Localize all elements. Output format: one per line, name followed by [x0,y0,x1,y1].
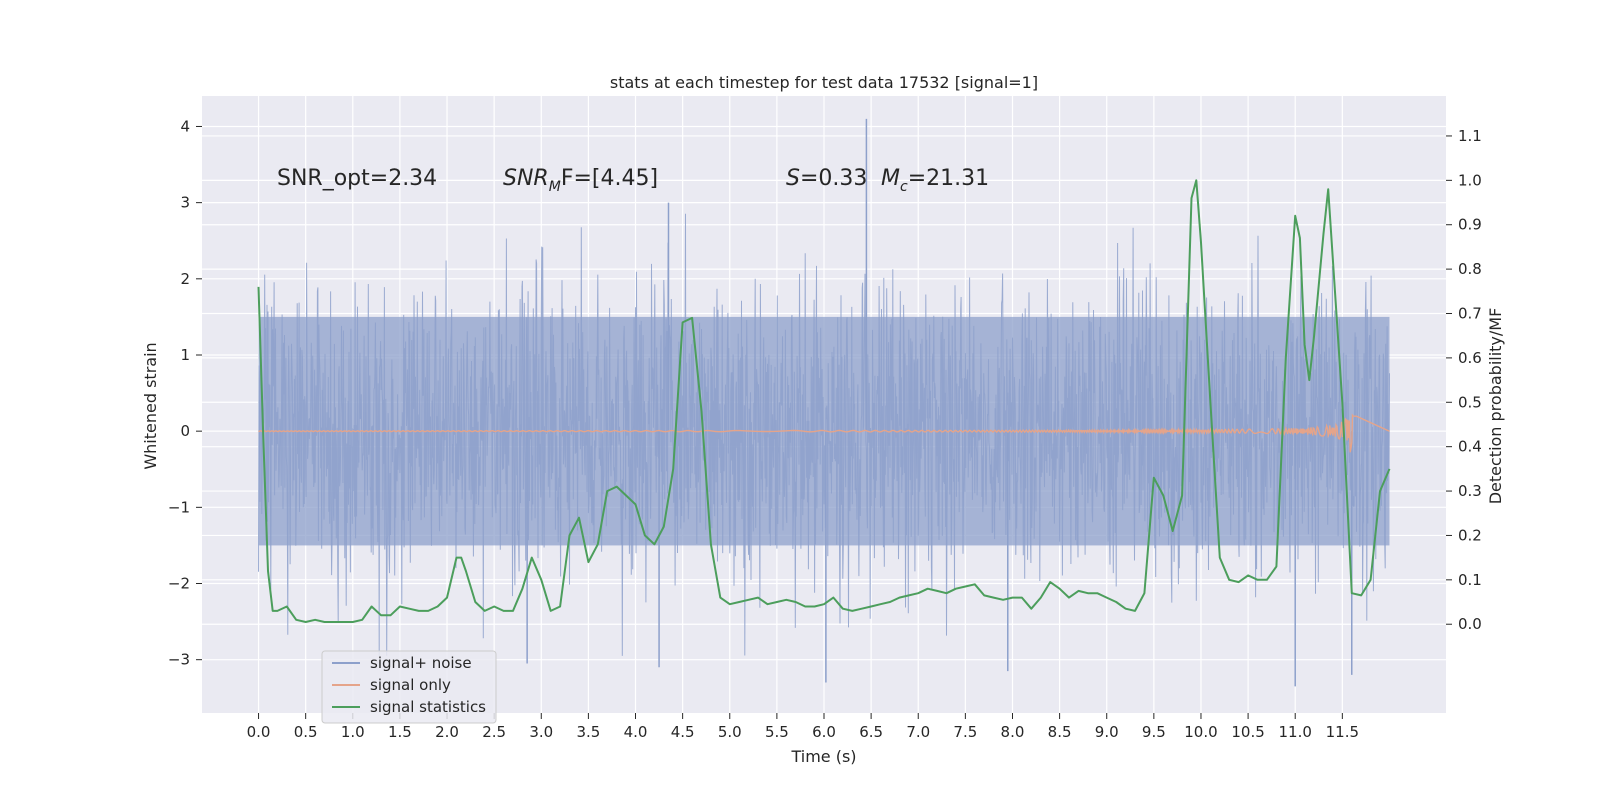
x-tick-label: 6.5 [859,723,883,741]
x-tick-label: 6.0 [812,723,836,741]
y-right-tick-label: 0.2 [1458,526,1482,544]
y-left-tick-label: 4 [180,117,190,135]
chart-title: stats at each timestep for test data 175… [610,73,1038,92]
y-right-tick-label: 0.0 [1458,615,1482,633]
x-tick-label: 8.5 [1048,723,1072,741]
x-tick-label: 9.5 [1142,723,1166,741]
x-tick-label: 0.0 [247,723,271,741]
legend-box [321,650,497,724]
y-left-axis-label: Whitened strain [141,342,160,469]
x-tick-label: 7.0 [906,723,930,741]
x-tick-label: 10.5 [1231,723,1264,741]
x-tick-label: 5.5 [765,723,789,741]
mc-symbol: M [881,166,900,191]
x-tick-label: 8.0 [1001,723,1025,741]
y-right-tick-label: 0.7 [1458,305,1482,323]
legend-label-signal-statistics: signal statistics [370,698,486,716]
y-right-tick-label: 0.4 [1458,438,1482,456]
x-tick-label: 4.5 [671,723,695,741]
x-tick-label: 2.5 [482,723,506,741]
signal-statistics-line [257,179,1391,623]
s-value: =0.33 [800,166,867,191]
x-tick-label: 0.5 [294,723,318,741]
y-right-tick-label: 0.5 [1458,393,1482,411]
y-left-tick-label: 0 [180,422,190,440]
y-left-tick-label: 1 [180,346,190,364]
x-tick-label: 3.0 [529,723,553,741]
y-right-tick-label: 0.6 [1458,349,1482,367]
y-right-tick-label: 0.8 [1458,260,1482,278]
y-left-tick-label: −3 [168,651,190,669]
y-left-tick-label: 2 [180,270,190,288]
y-right-tick-label: 0.3 [1458,482,1482,500]
s-annotation: S=0.33 [786,166,867,191]
y-left-tick-label: 3 [180,194,190,212]
y-right-tick-label: 0.9 [1458,216,1482,234]
x-axis-ticks: 0.0 0.5 1.0 1.5 2.0 2.5 3.0 3.5 4.0 4.5 5.0 5.5 6.0 6… [247,713,1359,741]
x-tick-label: 11.0 [1279,723,1312,741]
snr-mf-annotation: SNRMF=[4.45] [503,166,658,195]
mc-subscript: c [900,179,908,195]
snr-mf-subscript: M [549,179,561,195]
x-tick-label: 5.0 [718,723,742,741]
legend: signal+ noise signal only signal statist… [321,650,497,724]
x-tick-label: 2.0 [435,723,459,741]
x-tick-label: 1.5 [388,723,412,741]
snr-mf-value: F=[4.45] [561,166,658,191]
mc-annotation: Mc=21.31 [881,166,989,195]
mc-value: =21.31 [908,166,989,191]
x-tick-label: 1.0 [341,723,365,741]
x-tick-label: 9.0 [1095,723,1119,741]
signal-statistics-series [257,179,1391,623]
signal-only-series [258,413,1390,453]
snr-mf-symbol: SNR [503,166,549,191]
x-axis-label: Time (s) [790,747,856,766]
x-tick-label: 10.0 [1184,723,1217,741]
y-right-tick-label: 1.1 [1458,127,1482,145]
legend-label-signal-noise: signal+ noise [370,654,472,672]
y-right-axis-label: Detection probability/MF [1486,308,1505,505]
s-symbol: S [786,166,800,191]
y-right-tick-label: 1.0 [1458,171,1482,189]
y-left-tick-label: −1 [168,498,190,516]
y-left-tick-label: −2 [168,575,190,593]
x-tick-label: 7.5 [953,723,977,741]
x-tick-label: 11.5 [1326,723,1359,741]
x-tick-label: 4.0 [624,723,648,741]
legend-label-signal-only: signal only [370,676,451,694]
y-left-axis-ticks: −3 −2 −1 0 1 2 3 4 [168,117,202,669]
snr-opt-annotation: SNR_opt=2.34 [277,166,437,191]
x-tick-label: 3.5 [576,723,600,741]
y-right-tick-label: 0.1 [1458,571,1482,589]
signal-only-line [258,413,1390,453]
y-right-axis-ticks: 0.0 0.1 0.2 0.3 0.4 0.5 0.6 0.7 0.8 0.9 1.0 1.1 [1446,127,1482,633]
